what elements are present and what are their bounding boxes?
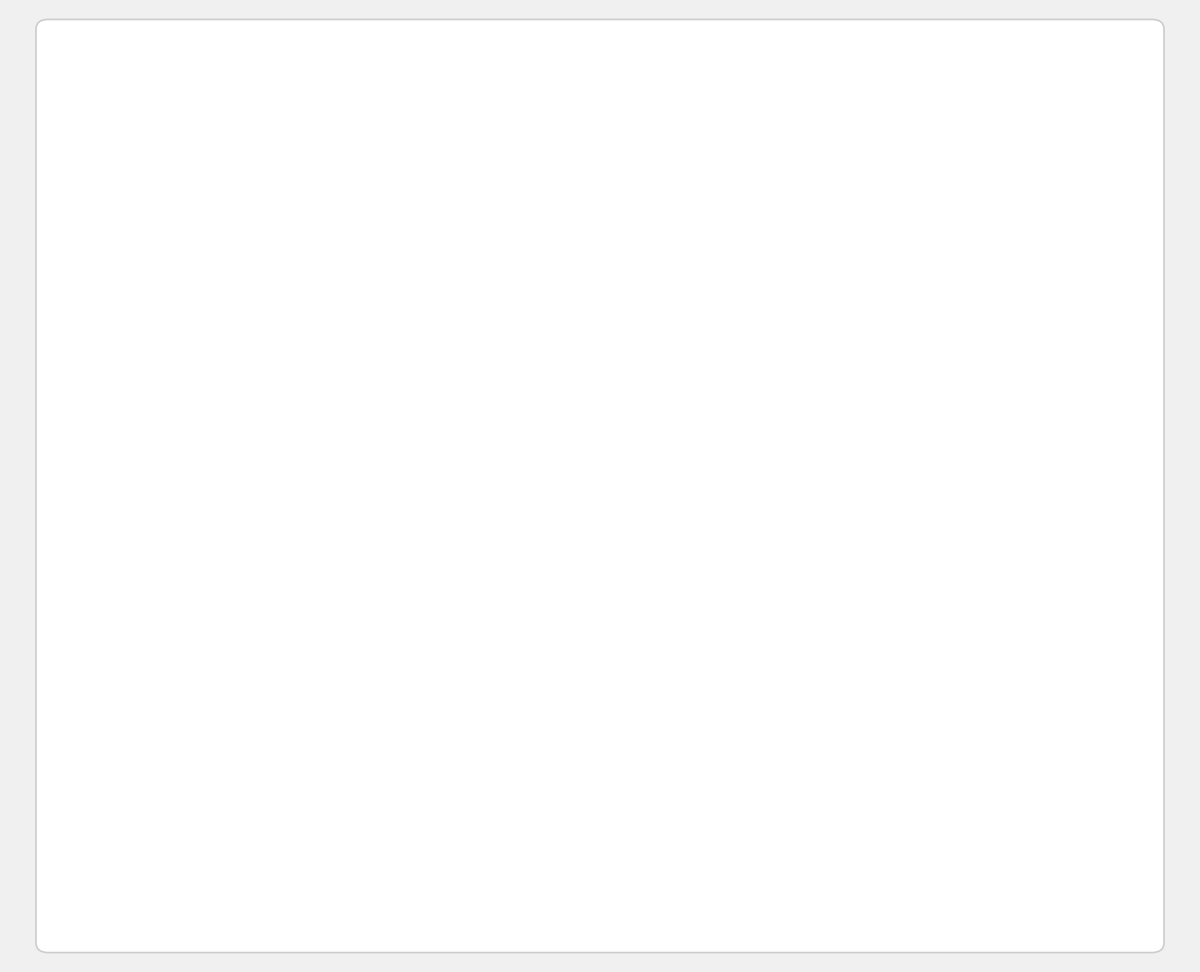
Text: 4/7: 4/7: [198, 670, 250, 701]
Text: 1.75: 1.75: [198, 841, 269, 872]
Text: p(x) = 2 + 3x kg/m: p(x) = 2 + 3x kg/m: [359, 131, 696, 162]
Text: lies on: lies on: [620, 131, 734, 162]
Text: 1/2: 1/2: [198, 755, 250, 786]
Text: A rod with density: A rod with density: [108, 131, 408, 162]
Text: 3.5: 3.5: [198, 584, 248, 615]
Text: 2: 2: [198, 499, 218, 530]
Text: the x-axis from x=0 to x=1.  What is the center: the x-axis from x=0 to x=1. What is the …: [108, 204, 870, 235]
Text: of mass of this rod?: of mass of this rod?: [108, 277, 422, 308]
